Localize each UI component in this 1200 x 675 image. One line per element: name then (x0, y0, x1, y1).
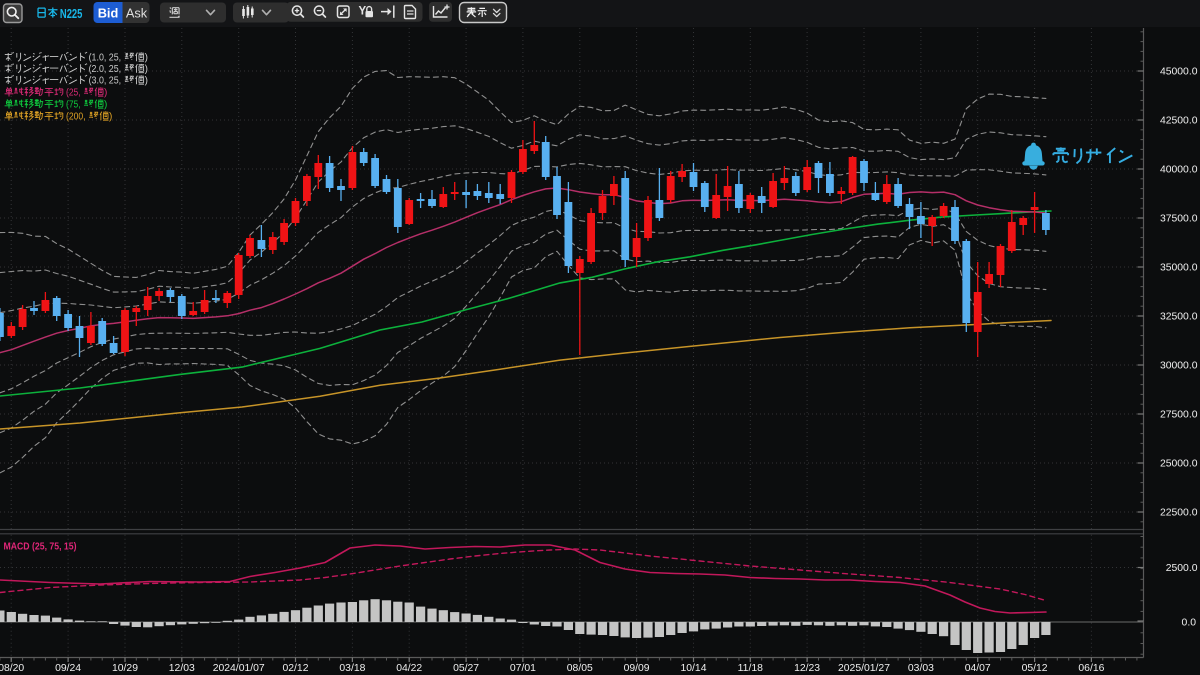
svg-text:42500.0: 42500.0 (1160, 116, 1198, 127)
svg-text:2025/01/27: 2025/01/27 (838, 663, 890, 674)
svg-text:05/12: 05/12 (1022, 663, 1048, 674)
svg-text:35000.0: 35000.0 (1160, 263, 1198, 274)
svg-text:(2.0, 25,: (2.0, 25, (89, 64, 124, 75)
svg-text:(200,: (200, (66, 111, 88, 122)
svg-text:25000.0: 25000.0 (1160, 459, 1198, 470)
svg-text:03/18: 03/18 (339, 663, 365, 674)
svg-text:30000.0: 30000.0 (1160, 361, 1198, 372)
svg-text:): ) (145, 52, 148, 63)
svg-text:): ) (145, 64, 148, 75)
svg-text:04/07: 04/07 (965, 663, 991, 674)
svg-text:04/22: 04/22 (396, 663, 422, 674)
svg-text:03/03: 03/03 (908, 663, 934, 674)
svg-text:11/18: 11/18 (738, 663, 763, 674)
svg-text:N225: N225 (60, 7, 83, 21)
svg-text:22500.0: 22500.0 (1160, 508, 1198, 519)
svg-text:07/01: 07/01 (510, 663, 536, 674)
svg-text:09/09: 09/09 (624, 663, 650, 674)
svg-text:Y: Y (359, 6, 367, 18)
svg-text:27500.0: 27500.0 (1160, 410, 1198, 421)
svg-text:08/20: 08/20 (0, 663, 24, 674)
svg-text:40000.0: 40000.0 (1160, 165, 1198, 176)
svg-text:09/24: 09/24 (55, 663, 81, 674)
svg-text:08/05: 08/05 (567, 663, 593, 674)
svg-text:(1.0, 25,: (1.0, 25, (89, 52, 124, 63)
svg-text:): ) (145, 75, 148, 86)
svg-text:): ) (104, 99, 107, 110)
svg-text:MACD (25, 75, 15): MACD (25, 75, 15) (4, 541, 77, 552)
svg-text:37500.0: 37500.0 (1160, 214, 1198, 225)
svg-text:(75,: (75, (66, 99, 83, 110)
svg-text:(3.0, 25,: (3.0, 25, (89, 75, 124, 86)
svg-text:05/27: 05/27 (453, 663, 479, 674)
svg-text:): ) (109, 111, 112, 122)
svg-text:0.0: 0.0 (1182, 618, 1197, 629)
svg-text:45000.0: 45000.0 (1160, 67, 1198, 78)
svg-text:Ask: Ask (126, 5, 148, 20)
svg-text:10/29: 10/29 (112, 663, 138, 674)
svg-text:2024/01/07: 2024/01/07 (213, 663, 265, 674)
svg-text:12/23: 12/23 (794, 663, 820, 674)
svg-text:(25,: (25, (66, 87, 83, 98)
svg-text:12/03: 12/03 (169, 663, 195, 674)
svg-text:06/16: 06/16 (1078, 663, 1104, 674)
svg-text:): ) (104, 87, 107, 98)
svg-text:32500.0: 32500.0 (1160, 312, 1198, 323)
svg-text:10/14: 10/14 (680, 663, 706, 674)
svg-text:02/12: 02/12 (282, 663, 308, 674)
svg-text:Bid: Bid (98, 5, 119, 20)
svg-text:2500.0: 2500.0 (1166, 563, 1198, 574)
